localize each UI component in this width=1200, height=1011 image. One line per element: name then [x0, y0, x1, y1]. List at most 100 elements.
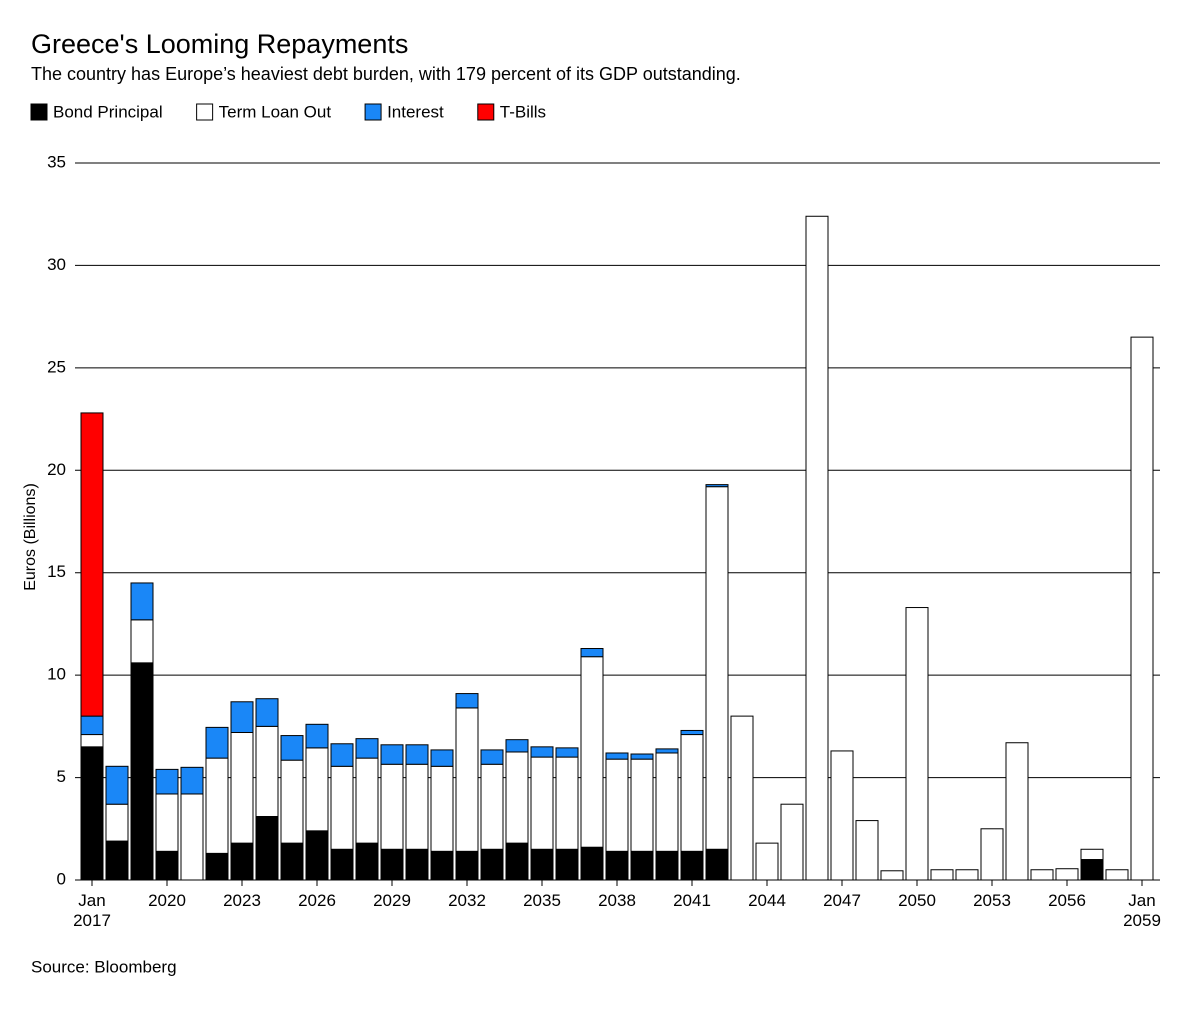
- bar-segment: [730, 715, 754, 881]
- bar-segment: [405, 763, 429, 850]
- bar-segment: [105, 803, 129, 842]
- bar-segment: [980, 828, 1004, 881]
- bar-segment: [355, 842, 379, 881]
- bar-segment: [380, 763, 404, 850]
- bar-segment: [530, 756, 554, 850]
- y-tick-label: 15: [47, 562, 66, 581]
- x-tick-label: 2026: [298, 891, 336, 910]
- bar-segment: [80, 746, 104, 881]
- bar-segment: [305, 723, 329, 749]
- bar-segment: [330, 765, 354, 850]
- bar-segment: [80, 734, 104, 748]
- bar-segment: [555, 848, 579, 881]
- bar-segment: [155, 768, 179, 795]
- bar-segment: [655, 748, 679, 754]
- bar-segment: [880, 870, 904, 881]
- bar-segment: [1130, 336, 1154, 881]
- bar-segment: [480, 763, 504, 850]
- bar-segment: [630, 753, 654, 760]
- bar-segment: [355, 738, 379, 759]
- bar-segment: [80, 412, 104, 717]
- bar-segment: [580, 846, 604, 881]
- bar-segment: [380, 848, 404, 881]
- legend-label: Interest: [387, 102, 444, 121]
- legend-swatch: [477, 103, 495, 121]
- bar-segment: [630, 758, 654, 852]
- legend-swatch: [364, 103, 382, 121]
- bar-segment: [305, 747, 329, 832]
- x-tick-label: 2020: [148, 891, 186, 910]
- bar-segment: [555, 747, 579, 758]
- y-tick-label: 35: [47, 152, 66, 171]
- bar-segment: [1080, 859, 1104, 881]
- bar-segment: [630, 850, 654, 881]
- bar-segment: [1055, 868, 1079, 881]
- bar-segment: [255, 725, 279, 817]
- legend-label: Bond Principal: [53, 102, 163, 121]
- bar-segment: [530, 746, 554, 758]
- bar-segment: [1005, 742, 1029, 881]
- x-tick-label: 2032: [448, 891, 486, 910]
- bar-segment: [105, 840, 129, 881]
- bar-segment: [780, 803, 804, 881]
- bar-segment: [430, 850, 454, 881]
- source: Source: Bloomberg: [31, 957, 177, 976]
- bar-segment: [480, 749, 504, 765]
- bar-segment: [605, 850, 629, 881]
- bar-segment: [455, 707, 479, 852]
- x-tick-label: 2035: [523, 891, 561, 910]
- bar-segment: [130, 619, 154, 664]
- bar-segment: [230, 842, 254, 881]
- bar-segment: [430, 749, 454, 767]
- bar-segment: [655, 752, 679, 852]
- bar-segment: [580, 656, 604, 848]
- bar-segment: [280, 842, 304, 881]
- bar-segment: [505, 751, 529, 844]
- bar-segment: [155, 793, 179, 852]
- bar-segment: [130, 662, 154, 881]
- legend-label: Term Loan Out: [219, 102, 332, 121]
- bar-segment: [605, 752, 629, 760]
- bar-segment: [530, 848, 554, 881]
- y-axis-label: Euros (Billions): [22, 483, 39, 591]
- bar-segment: [480, 848, 504, 881]
- bar-segment: [205, 757, 229, 854]
- x-tick-label: 2041: [673, 891, 711, 910]
- bar-segment: [555, 756, 579, 850]
- bar-segment: [705, 486, 729, 850]
- x-tick-label: 2053: [973, 891, 1011, 910]
- bar-segment: [205, 726, 229, 759]
- bar-segment: [405, 848, 429, 881]
- bar-segment: [205, 852, 229, 881]
- x-tick-label: 2038: [598, 891, 636, 910]
- bar-segment: [255, 698, 279, 727]
- bar-segment: [180, 766, 204, 795]
- x-tick-label: 2023: [223, 891, 261, 910]
- bar-segment: [155, 850, 179, 881]
- x-tick-label: 2047: [823, 891, 861, 910]
- x-tick-label: 2044: [748, 891, 786, 910]
- bar-segment: [130, 582, 154, 621]
- x-tick-label: 2050: [898, 891, 936, 910]
- bar-segment: [1030, 869, 1054, 881]
- bar-segment: [330, 743, 354, 767]
- y-tick-label: 20: [47, 460, 66, 479]
- bar-segment: [905, 607, 929, 881]
- bar-segment: [755, 842, 779, 881]
- bar-segment: [605, 758, 629, 852]
- bar-segment: [680, 850, 704, 881]
- bar-segment: [280, 759, 304, 844]
- chart-subtitle: The country has Europe’s heaviest debt b…: [31, 64, 741, 84]
- bar-segment: [80, 715, 104, 736]
- bar-segment: [580, 648, 604, 658]
- bar-segment: [180, 793, 204, 881]
- bar-segment: [1080, 848, 1104, 861]
- y-tick-label: 5: [57, 767, 66, 786]
- bar-segment: [405, 744, 429, 765]
- bar-segment: [705, 848, 729, 881]
- bar-segment: [505, 739, 529, 753]
- bar-segment: [455, 850, 479, 881]
- chart-title: Greece's Looming Repayments: [31, 29, 408, 59]
- bar-segment: [805, 215, 829, 881]
- bar-segment: [230, 732, 254, 844]
